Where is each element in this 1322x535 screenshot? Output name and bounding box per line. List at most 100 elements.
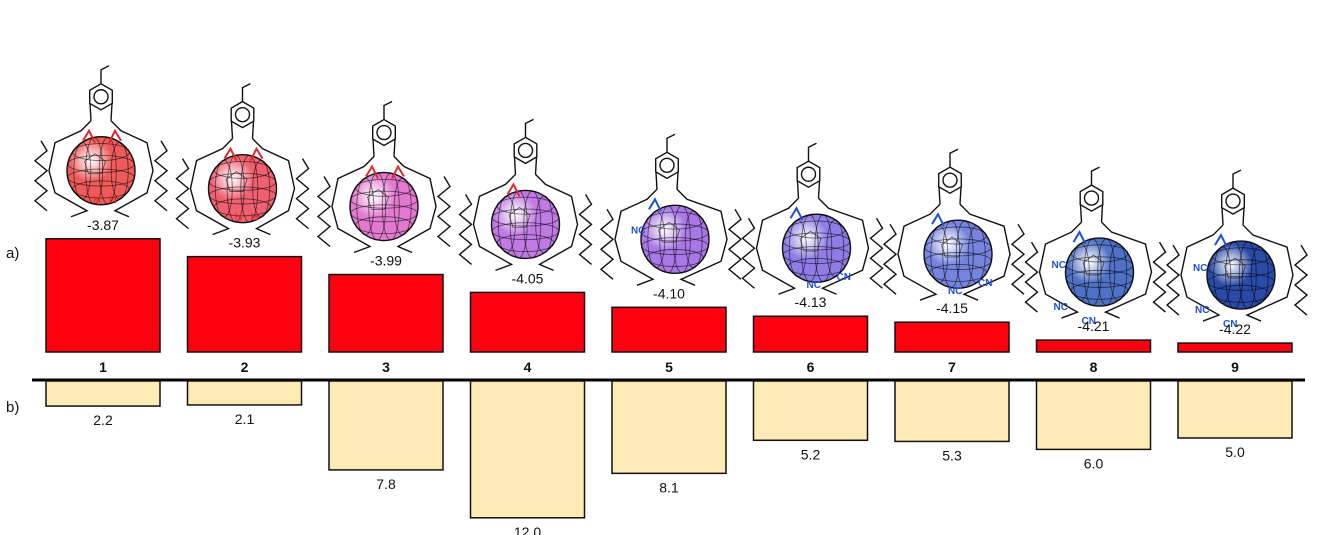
substituent-label: NC (631, 225, 645, 236)
substituent-label: NC (1052, 260, 1066, 271)
value-label-a-7: -4.15 (936, 300, 968, 316)
aromatic-circle (234, 106, 251, 123)
substituent-label: CN (978, 278, 992, 289)
fullerene-ball (490, 189, 561, 260)
substituent-label: CN (1223, 319, 1237, 330)
linker-right (251, 121, 255, 139)
benzene-ring (938, 166, 962, 195)
fullerene-ball (781, 213, 852, 283)
value-label-a-9: -4.22 (1219, 321, 1251, 337)
ether-zigzag-right (727, 208, 743, 280)
substituent-label: CN (837, 272, 851, 283)
bar-a-8 (1035, 339, 1152, 353)
substituent-label: NC (948, 286, 962, 297)
hydroxymethyl-arm (383, 100, 393, 120)
substituent-label: NC (1195, 305, 1209, 316)
substituent-label: H (251, 212, 259, 224)
linker-right (1100, 205, 1104, 223)
value-label-b-4: 12.0 (514, 524, 541, 535)
panel-b-label: b) (6, 399, 19, 416)
substituent-label: NC (1054, 302, 1068, 313)
addend-bond (1072, 230, 1087, 245)
value-label-a-3: -3.99 (370, 253, 402, 269)
structure-8: NC NC CN (1024, 166, 1167, 327)
fullerene-ball (207, 153, 278, 224)
linker-right (676, 172, 679, 190)
bar-a-6 (752, 315, 869, 353)
substituent-label: H (93, 194, 101, 206)
bar-b-4 (469, 380, 586, 519)
value-label-a-5: -4.10 (653, 285, 685, 301)
ether-chain-left (472, 173, 516, 272)
benzene-ring (796, 160, 821, 189)
bar-b-9 (1177, 380, 1293, 439)
ether-zigzag-right (1293, 244, 1309, 316)
bar-a-4 (469, 291, 586, 353)
category-label-7: 7 (948, 359, 956, 375)
category-label-3: 3 (382, 359, 390, 375)
addend-bond (931, 212, 945, 227)
addend-bond (82, 128, 96, 144)
ether-chain-left (1180, 224, 1224, 322)
structure-5: NC (599, 133, 743, 286)
substituent-label: NC (1193, 263, 1207, 274)
value-label-a-4: -4.05 (512, 270, 544, 286)
fullerene-ball (1064, 237, 1135, 307)
ether-chain-left (189, 138, 233, 236)
ether-zigzag-right (436, 176, 452, 248)
value-label-a-2: -3.93 (229, 235, 261, 251)
substituent-label: H (235, 212, 243, 224)
value-label-a-1: -3.87 (87, 217, 119, 233)
substituent-label: CN (1082, 316, 1096, 327)
value-label-b-2: 2.1 (235, 411, 255, 427)
addend-bond (648, 197, 662, 212)
ether-zigzag-left (741, 217, 756, 289)
fullerene-ball (640, 204, 710, 275)
aromatic-circle (659, 157, 675, 174)
panel-a-bars: -3.87 -3.93 -3.99 -4.05 -4.10 -4.13 -4.15 -4.21… (45, 217, 1293, 353)
category-label-9: 9 (1231, 359, 1239, 375)
ether-zigzag-left (1024, 241, 1039, 313)
linker-right (817, 181, 821, 199)
value-label-b-1: 2.2 (93, 412, 113, 428)
linker-left (938, 187, 941, 205)
bar-b-8 (1035, 380, 1152, 451)
fullerene-ball (66, 136, 136, 206)
aromatic-circle (93, 89, 109, 105)
ether-zigzag-left (599, 208, 615, 280)
aromatic-circle (800, 166, 817, 182)
addend-bond (506, 182, 521, 197)
ether-zigzag-left (175, 158, 190, 230)
hydroxymethyl-arm (524, 118, 534, 138)
benzene-ring (1221, 187, 1245, 215)
addend-bond (365, 164, 379, 179)
linker-right (534, 157, 538, 175)
aromatic-circle (517, 142, 534, 159)
hydroxymethyl-arm (1232, 169, 1242, 189)
linker-right (393, 139, 396, 157)
value-label-a-8: -4.21 (1078, 318, 1110, 334)
ether-chain-right (252, 138, 296, 236)
benzene-ring (655, 151, 679, 180)
linker-left (655, 172, 658, 190)
category-labels: 1 2 3 4 5 6 7 8 9 (99, 359, 1239, 375)
linker-left (796, 181, 800, 199)
addend-bond-2 (249, 146, 264, 162)
hydroxymethyl-arm (241, 83, 251, 102)
value-label-b-9: 5.0 (1225, 444, 1245, 460)
ether-zigzag-right (1152, 241, 1167, 313)
category-label-5: 5 (665, 359, 673, 375)
hydroxymethyl-arm (807, 142, 817, 162)
panel-b-bars: 2.2 2.1 7.8 12.0 8.1 5.2 5.3 6.0 5.0 (45, 380, 1293, 535)
ether-chain-right (818, 197, 870, 295)
ether-chain-left (48, 120, 92, 218)
benzene-ring (372, 118, 396, 147)
ether-chain-right (535, 173, 579, 272)
ether-chain-right (959, 203, 1011, 301)
ether-zigzag-left (33, 140, 49, 212)
ether-zigzag-left (316, 176, 332, 248)
structure-6: NC CN (741, 142, 884, 295)
linker-right (1242, 208, 1245, 226)
